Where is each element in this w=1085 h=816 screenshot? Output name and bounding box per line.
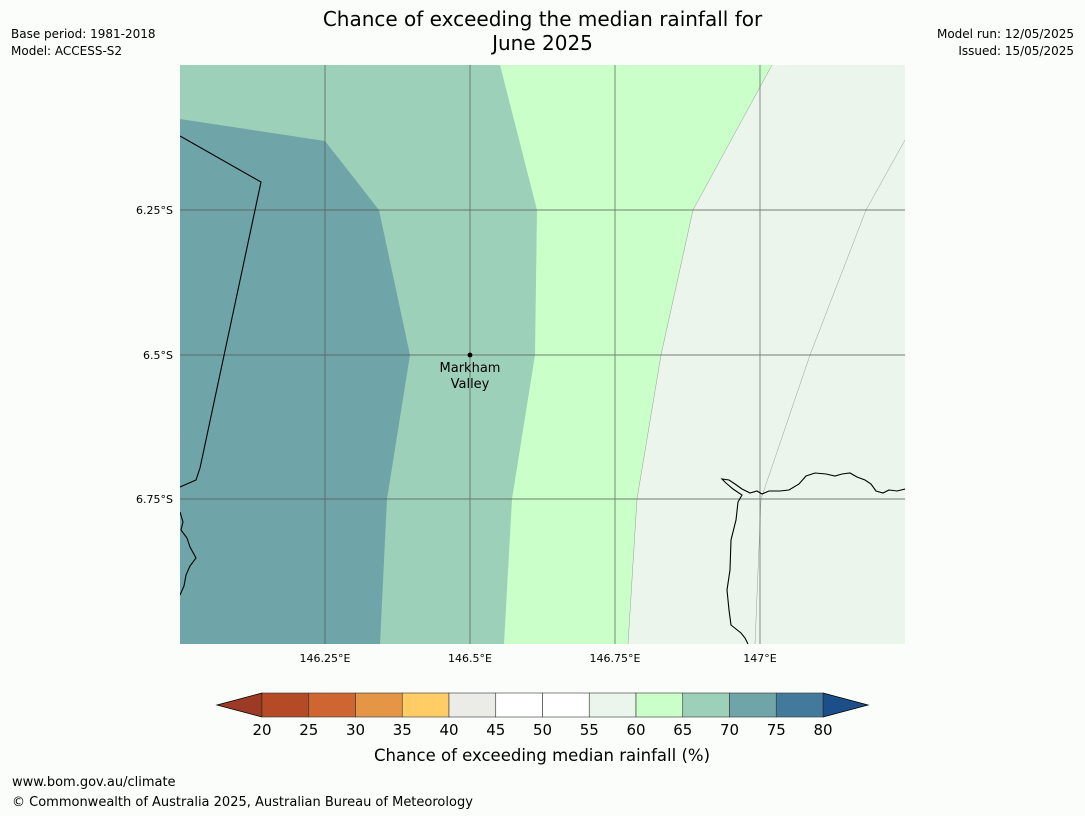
lon-tick-label: 146.5°E — [448, 652, 492, 665]
colorbar-swatch — [448, 692, 497, 718]
axis-tick-labels: 146.25°E 146.5°E 146.75°E 147°E 6.25°S 6… — [136, 204, 777, 665]
lat-tick-label: 6.75°S — [136, 493, 173, 506]
region-70-75 — [180, 119, 410, 644]
colorbar-tick-label: 80 — [813, 721, 832, 739]
probability-regions: Markham Valley — [180, 65, 905, 644]
colorbar-tick-label: 20 — [252, 721, 271, 739]
colorbar-swatch — [401, 692, 450, 718]
colorbar-swatch — [355, 692, 403, 718]
colorbar-tick-label: 40 — [439, 721, 458, 739]
colorbar-swatch — [635, 692, 684, 718]
colorbar-swatch — [495, 692, 543, 718]
footer-copyright: © Commonwealth of Australia 2025, Austra… — [12, 795, 473, 810]
metadata-left: Base period: 1981-2018 Model: ACCESS-S2 — [11, 26, 156, 60]
coastline-and-borders — [180, 135, 905, 644]
colorbar-over-arrow — [822, 692, 870, 718]
colorbar-swatch — [308, 692, 356, 718]
base-period-text: Base period: 1981-2018 — [11, 27, 156, 41]
issued-text: Issued: 15/05/2025 — [958, 44, 1074, 58]
place-label-line-1: Markham — [440, 361, 501, 376]
map-title: Chance of exceeding the median rainfall … — [0, 7, 1085, 55]
gulf-coastline — [720, 472, 905, 644]
colorbar-swatch — [682, 692, 730, 718]
title-line-2: June 2025 — [492, 31, 593, 55]
colorbar-tick-label: 75 — [767, 721, 786, 739]
colorbar-ticks: 20 25 30 35 40 45 50 55 60 65 70 75 80 — [252, 721, 832, 739]
colorbar-under-arrow — [215, 692, 263, 718]
colorbar-tick-label: 70 — [720, 721, 739, 739]
title-line-1: Chance of exceeding the median rainfall … — [322, 7, 763, 31]
colorbar-label: Chance of exceeding median rainfall (%) — [374, 746, 710, 765]
colorbar-tick-label: 60 — [626, 721, 645, 739]
colorbar-swatch — [261, 692, 310, 718]
lon-tick-label: 146.25°E — [300, 652, 351, 665]
lon-tick-label: 147°E — [743, 652, 776, 665]
location-dot — [467, 352, 473, 358]
lat-tick-label: 6.25°S — [136, 204, 173, 217]
colorbar-swatch — [542, 692, 590, 718]
colorbar-tick-label: 65 — [673, 721, 692, 739]
west-coastline — [180, 511, 197, 596]
metadata-right: Model run: 12/05/2025 Issued: 15/05/2025 — [937, 26, 1074, 60]
colorbar-tick-label: 50 — [533, 721, 552, 739]
colorbar-tick-label: 45 — [486, 721, 505, 739]
graticule — [180, 65, 905, 644]
footer-url: www.bom.gov.au/climate — [12, 775, 176, 790]
province-border — [180, 135, 262, 488]
place-marker: Markham Valley — [440, 352, 501, 392]
colorbar-tick-label: 30 — [346, 721, 365, 739]
colorbar-tick-label: 55 — [580, 721, 599, 739]
colorbar-legend: 20 25 30 35 40 45 50 55 60 65 70 75 80 Chance of exc… — [215, 692, 870, 765]
colorbar-swatch — [729, 692, 777, 718]
model-text: Model: ACCESS-S2 — [11, 44, 123, 58]
lat-tick-label: 6.5°S — [143, 349, 173, 362]
colorbar-tick-label: 35 — [393, 721, 412, 739]
colorbar-swatches — [261, 692, 824, 718]
colorbar-swatch — [588, 692, 637, 718]
model-run-text: Model run: 12/05/2025 — [936, 27, 1074, 41]
colorbar-swatch — [775, 692, 824, 718]
colorbar-tick-label: 25 — [299, 721, 318, 739]
place-label-line-2: Valley — [451, 377, 490, 392]
lon-tick-label: 146.75°E — [590, 652, 641, 665]
